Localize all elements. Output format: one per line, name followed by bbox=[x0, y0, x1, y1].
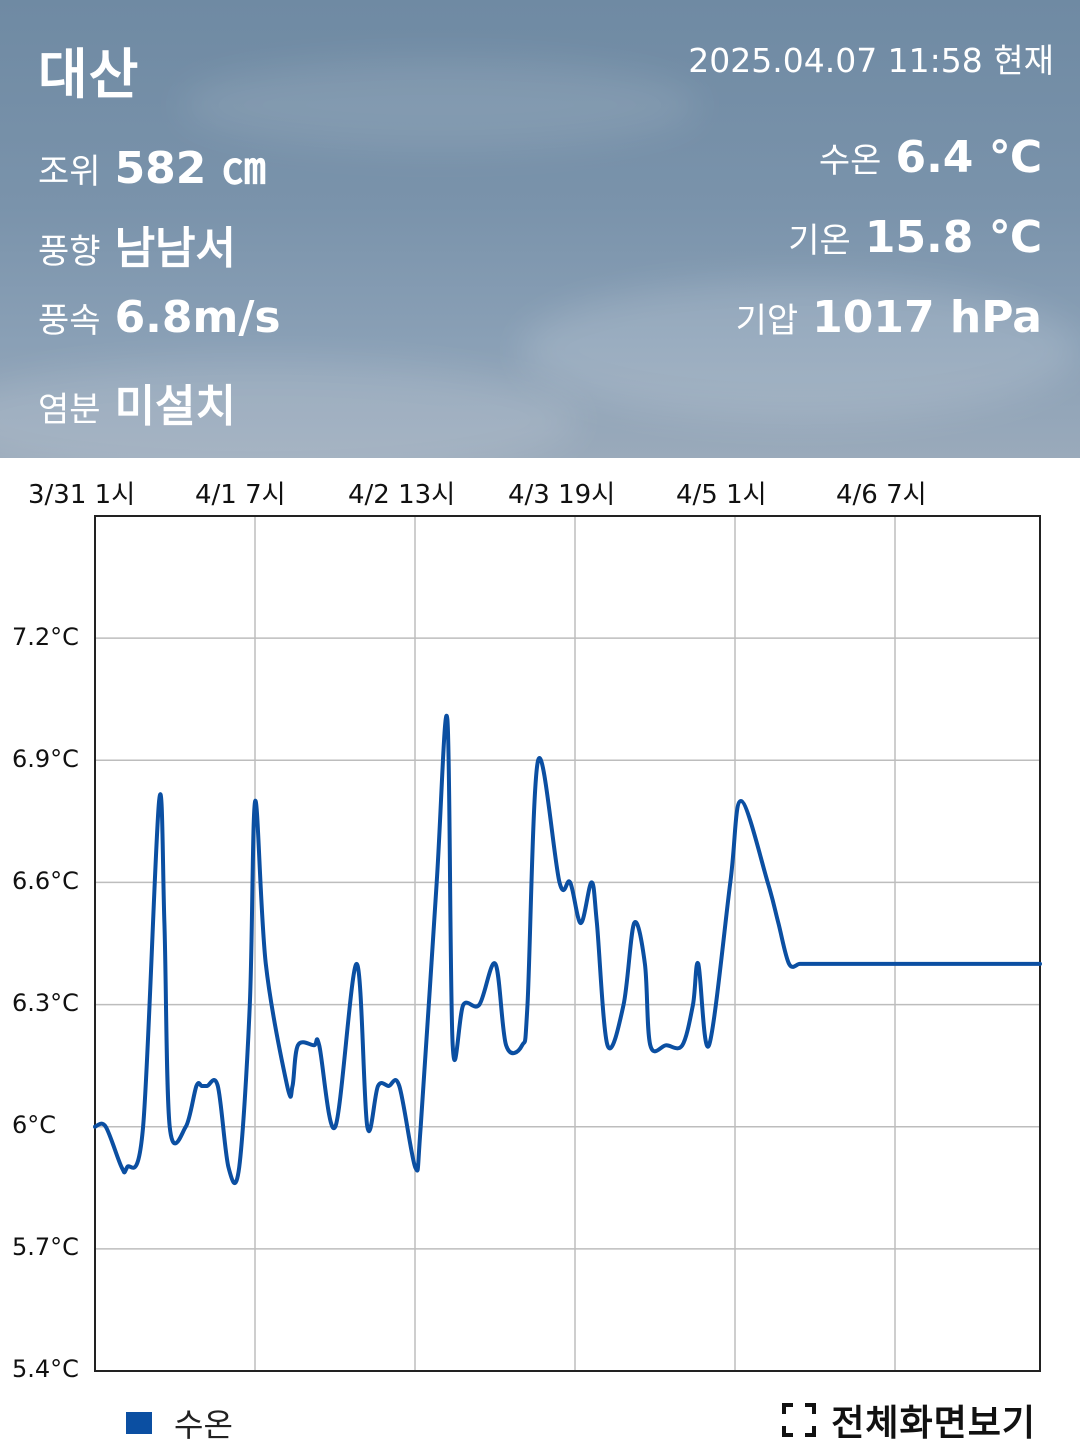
chart-frame bbox=[94, 515, 1041, 1372]
y-tick-label: 7.2°C bbox=[12, 623, 79, 651]
chart-legend: 수온 bbox=[126, 1400, 233, 1446]
y-tick-label: 6.3°C bbox=[12, 989, 79, 1017]
station-info-panel: 대산 2025.04.07 11:58 현재 조위 582 ㎝ 풍향 남남서 풍… bbox=[0, 0, 1080, 458]
salinity-value: 미설치 bbox=[114, 381, 237, 432]
y-tick-label: 5.4°C bbox=[12, 1355, 79, 1383]
x-tick-label: 4/5 1시 bbox=[676, 480, 767, 510]
wind-speed-value: 6.8m/s bbox=[114, 292, 281, 343]
air-temp-label: 기온 bbox=[788, 221, 851, 261]
water-temp-series-line bbox=[93, 714, 1042, 1185]
tide-value: 582 ㎝ bbox=[114, 143, 266, 194]
y-tick-label: 5.7°C bbox=[12, 1233, 79, 1261]
air-temp-value: 15.8 ℃ bbox=[864, 212, 1042, 263]
x-tick-label: 4/1 7시 bbox=[195, 480, 286, 510]
y-tick-label: 6.9°C bbox=[12, 745, 79, 773]
wind-direction-value: 남남서 bbox=[114, 223, 237, 274]
tide-label: 조위 bbox=[38, 152, 101, 192]
y-tick-label: 6°C bbox=[12, 1111, 57, 1139]
salinity-row: 염분 미설치 bbox=[38, 370, 236, 434]
observation-timestamp: 2025.04.07 11:58 현재 bbox=[688, 41, 1054, 80]
water-temp-row: 수온 6.4 ℃ bbox=[819, 132, 1042, 183]
salinity-label: 염분 bbox=[38, 390, 101, 430]
wind-direction-label: 풍향 bbox=[38, 232, 101, 272]
air-temp-row: 기온 15.8 ℃ bbox=[788, 212, 1042, 263]
x-tick-label: 3/31 1시 bbox=[28, 480, 136, 510]
sky-cloud bbox=[0, 360, 580, 458]
fullscreen-button[interactable]: 전체화면보기 bbox=[781, 1394, 1036, 1446]
x-tick-label: 4/3 19시 bbox=[508, 480, 616, 510]
wind-direction-row: 풍향 남남서 bbox=[38, 212, 236, 276]
sky-cloud bbox=[180, 60, 700, 150]
legend-swatch bbox=[126, 1412, 152, 1434]
water-temperature-chart[interactable] bbox=[0, 500, 1080, 1390]
pressure-value: 1017 hPa bbox=[812, 292, 1042, 343]
water-temp-label: 수온 bbox=[818, 141, 882, 181]
chart-grid bbox=[95, 516, 1040, 1371]
wind-speed-label: 풍속 bbox=[38, 301, 101, 341]
wind-speed-row: 풍속 6.8m/s bbox=[38, 292, 281, 343]
x-tick-label: 4/2 13시 bbox=[348, 480, 456, 510]
x-tick-label: 4/6 7시 bbox=[836, 480, 927, 510]
fullscreen-icon bbox=[782, 1403, 817, 1437]
tide-row: 조위 582 ㎝ bbox=[38, 132, 266, 196]
water-temp-value: 6.4 ℃ bbox=[895, 132, 1042, 183]
legend-label: 수온 bbox=[174, 1406, 233, 1444]
pressure-label: 기압 bbox=[735, 301, 799, 341]
pressure-row: 기압 1017 hPa bbox=[736, 292, 1042, 343]
y-tick-label: 6.6°C bbox=[12, 867, 79, 895]
sky-cloud bbox=[520, 280, 1080, 420]
fullscreen-label: 전체화면보기 bbox=[831, 1403, 1036, 1444]
station-name: 대산 bbox=[38, 43, 140, 106]
